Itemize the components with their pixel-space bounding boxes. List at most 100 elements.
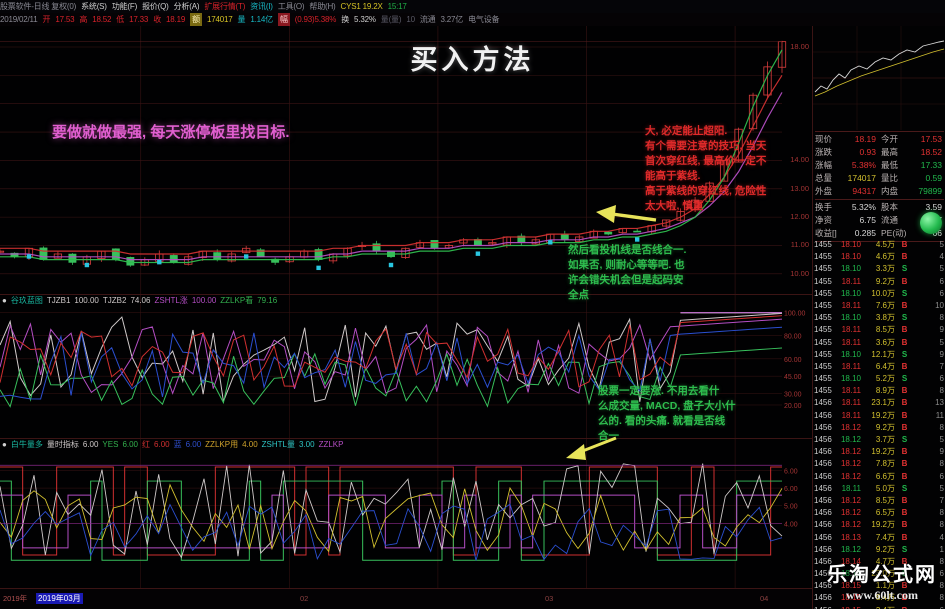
tick-volume: 3.3万 <box>875 264 895 274</box>
indicator1-dot[interactable]: ● <box>2 296 7 305</box>
quote-value-5: 5.32% <box>851 202 876 212</box>
tick-volume: 8.5万 <box>875 495 895 505</box>
tick-row[interactable]: 1455 18.11 7.6万 B 10 <box>813 300 945 312</box>
price-chart-pane[interactable] <box>0 26 812 294</box>
tick-row[interactable]: 1455 18.10 4.6万 B 4 <box>813 251 945 263</box>
tick-count: 13 <box>935 398 944 408</box>
tick-price: 18.11 <box>841 300 861 310</box>
tick-row[interactable]: 1455 18.11 8.9万 B 8 <box>813 385 945 397</box>
price-axis-label-1: 14.00 <box>790 155 809 165</box>
tick-price: 18.11 <box>841 386 861 396</box>
quote-label2-7: PE(动) <box>881 228 907 238</box>
tick-count: 7 <box>939 361 944 371</box>
tick-trade-list[interactable]: 1455 18.10 4.5万 B 5 1455 18.10 4.6万 B 4 1455 18.10 3… <box>813 239 945 609</box>
tick-price: 18.11 <box>841 361 861 371</box>
quote-label2-4: 内盘 <box>881 186 899 196</box>
tick-row[interactable]: 1455 18.10 12.1万 S 9 <box>813 349 945 361</box>
indicator-pane-1[interactable]: ● 谷玖蓝图 TJZB1 100.00 TJZB2 74.06 ZSHTL涨 100.00 ZZ… <box>0 294 812 438</box>
svg-text:5.00: 5.00 <box>784 504 798 511</box>
tick-count: 9 <box>939 349 944 359</box>
tick-price: 18.12 <box>840 544 861 554</box>
quote-row-0: 现价 18.19 今开 17.53 <box>815 133 944 146</box>
tick-price: 18.12 <box>840 495 861 505</box>
tick-volume: 8.9万 <box>875 386 895 396</box>
tick-direction-flag: B <box>901 276 908 286</box>
tick-row[interactable]: 1456 18.13 23.0万 S 6 <box>813 568 945 580</box>
tick-volume: 12.1万 <box>871 349 895 359</box>
tick-row[interactable]: 1456 18.11 19.2万 B 11 <box>813 410 945 422</box>
tick-row[interactable]: 1455 18.11 6.4万 B 7 <box>813 361 945 373</box>
tick-row[interactable]: 1456 18.12 9.2万 S 1 <box>813 544 945 556</box>
tick-row[interactable]: 1456 18.13 7.4万 B 4 <box>813 532 945 544</box>
tick-count: 8 <box>939 556 944 566</box>
tick-time: 1455 <box>814 240 832 249</box>
tick-row[interactable]: 1456 18.12 19.2万 B 8 <box>813 519 945 531</box>
tick-count: 9 <box>939 325 944 335</box>
quote-value-0: 18.19 <box>854 134 876 144</box>
time-axis-tick-0: 02 <box>300 594 309 603</box>
tick-volume: 19.2万 <box>871 447 895 457</box>
status-open-value: 17.53 <box>55 15 75 24</box>
menu-item-analysis[interactable]: 分析(A) <box>173 2 200 11</box>
tick-row[interactable]: 1455 18.10 4.5万 B 5 <box>813 239 945 251</box>
tick-row[interactable]: 1456 18.15 1.1万 B 8 <box>813 580 945 592</box>
tick-row[interactable]: 1456 18.12 6.5万 B 8 <box>813 507 945 519</box>
tick-row[interactable]: 1456 18.14 4.7万 B 8 <box>813 556 945 568</box>
tick-row[interactable]: 1455 18.11 8.5万 B 9 <box>813 324 945 336</box>
tick-direction-flag: B <box>901 581 908 591</box>
menu-item-help[interactable]: 帮助(H) <box>309 2 336 11</box>
title-bar[interactable]: 股票软件-日线 复权(0) 系统(S) 功能(F) 报价(Q) 分析(A) 扩展… <box>0 0 945 13</box>
menu-item-extended-quote[interactable]: 扩展行情(T) <box>204 2 246 11</box>
tick-volume: 9.2万 <box>875 544 895 554</box>
tick-row[interactable]: 1456 18.12 7.8万 B 8 <box>813 458 945 470</box>
menu-item-system[interactable]: 系统(S) <box>81 2 107 11</box>
tick-volume: 3.8万 <box>875 313 895 323</box>
tick-count: 8 <box>939 313 944 323</box>
tick-row[interactable]: 1455 18.10 5.2万 S 6 <box>813 373 945 385</box>
menu-item-quote[interactable]: 报价(Q) <box>142 2 169 11</box>
tick-row[interactable]: 1456 18.12 19.2万 B 9 <box>813 446 945 458</box>
tick-volume: 8.4万 <box>875 593 895 603</box>
tick-row[interactable]: 1455 18.11 3.6万 B 5 <box>813 337 945 349</box>
tick-price: 18.15 <box>840 581 861 591</box>
indicator2-title: 白牛量多 <box>10 440 43 449</box>
tick-row[interactable]: 1455 18.10 3.8万 S 8 <box>813 312 945 324</box>
status-change-value: (0.93)5.38% <box>294 15 337 24</box>
tick-row[interactable]: 1456 18.11 5.0万 S 5 <box>813 483 945 495</box>
tick-count: 5 <box>939 264 944 274</box>
tick-count: 8 <box>939 459 944 469</box>
indicator2-dot[interactable]: ● <box>2 440 7 449</box>
tick-volume: 19.2万 <box>871 410 895 420</box>
tick-time: 1455 <box>814 349 832 359</box>
indicator-pane-2[interactable]: ● 白牛量多 量时指标 6.00 YES 6.00 红 6.00 蓝 6.00 ZZLKP用 4.00… <box>0 438 812 588</box>
tick-price: 18.15 <box>838 605 865 609</box>
tick-row[interactable]: 1456 18.12 9.2万 B 8 <box>813 422 945 434</box>
tick-time: 1455 <box>814 252 832 262</box>
tick-row[interactable]: 1456 18.15 8.4万 B 8 <box>813 592 945 604</box>
tick-direction-flag: B <box>901 386 908 396</box>
menu-item-news[interactable]: 资讯(I) <box>250 2 273 11</box>
tick-time: 1456 <box>814 459 832 469</box>
right-quote-panel[interactable]: 现价 18.19 今开 17.53 涨跌 0.93 最高 18.52 涨幅 5.… <box>812 26 945 609</box>
tick-direction-flag: B <box>901 508 908 518</box>
indicator2-field3-value: 6.00 <box>185 440 202 449</box>
tick-row[interactable]: 1455 18.11 9.2万 B 6 <box>813 276 945 288</box>
minute-chart-thumbnail[interactable] <box>813 26 945 130</box>
tick-row[interactable]: 1456 18.11 23.1万 B 13 <box>813 397 945 409</box>
tick-volume: 4.5万 <box>875 240 895 249</box>
menu-item-function[interactable]: 功能(F) <box>111 2 138 11</box>
tick-row[interactable]: 1456 18.12 3.7万 S 5 <box>813 434 945 446</box>
status-turnover-value: 5.32% <box>354 15 376 24</box>
tick-row[interactable]: 1455 18.10 3.3万 S 5 <box>813 263 945 275</box>
tick-row[interactable]: 1455 18.10 10.0万 S 6 <box>813 288 945 300</box>
tick-time: 1456 <box>814 605 838 609</box>
quote-value2-3: 0.59 <box>925 173 942 183</box>
tick-direction-flag: B <box>901 593 908 603</box>
menu-item-tools[interactable]: 工具(O) <box>277 2 305 11</box>
tick-row[interactable]: 1456 18.12 6.6万 B 6 <box>813 471 945 483</box>
tick-row[interactable]: 1456 18.12 8.5万 B 7 <box>813 495 945 507</box>
indicator2-header: ● 白牛量多 量时指标 6.00 YES 6.00 红 6.00 蓝 6.00 ZZLKP用 4.00… <box>2 440 347 450</box>
tick-direction-flag: B <box>901 398 908 408</box>
